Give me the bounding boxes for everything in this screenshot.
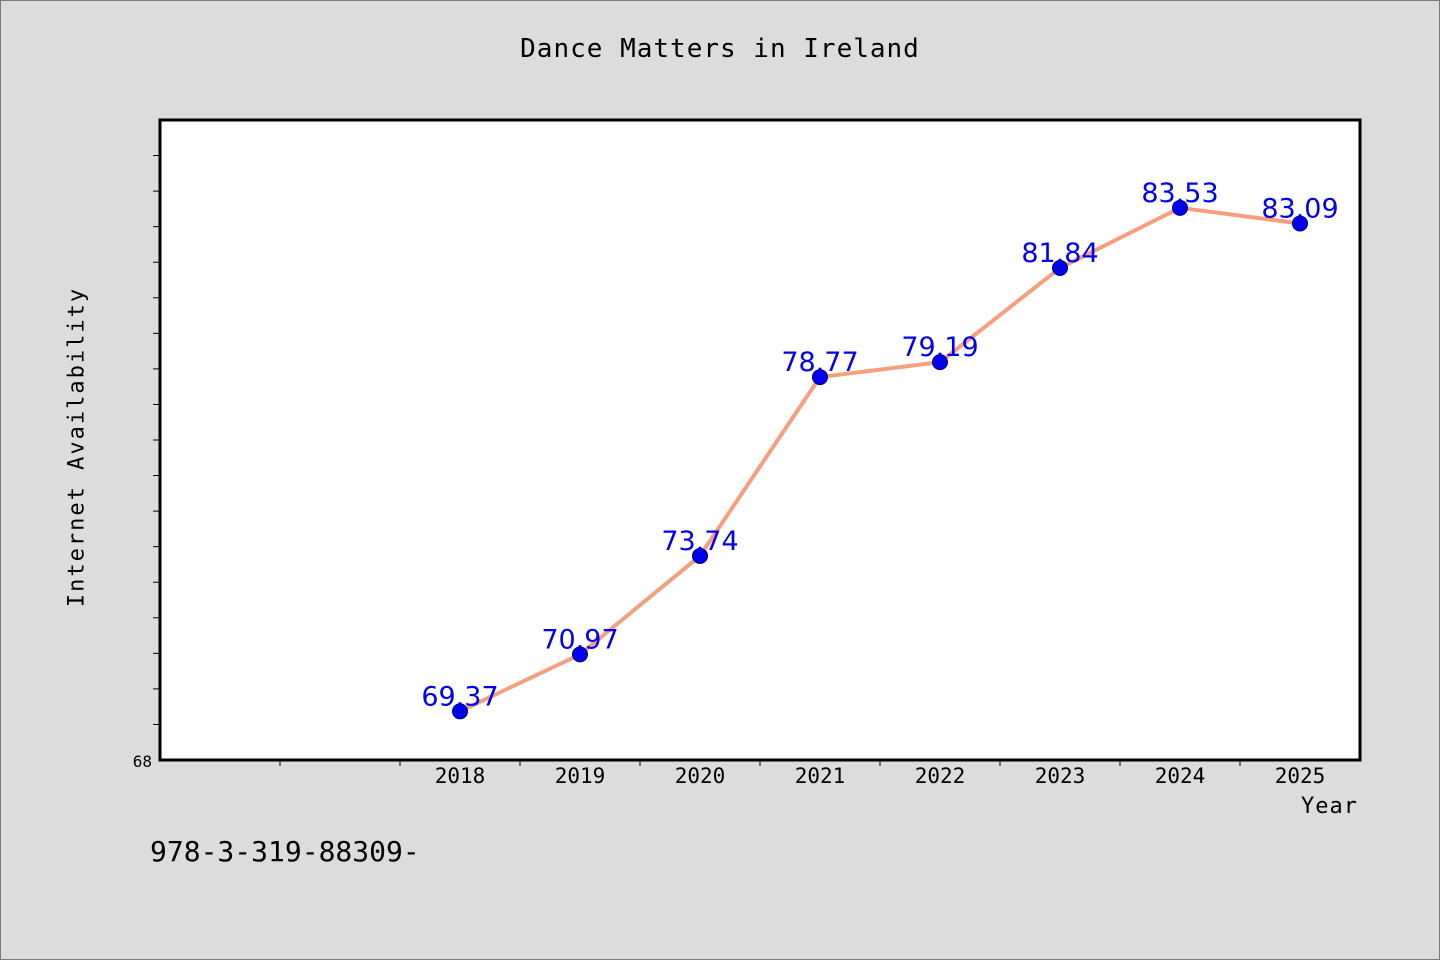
data-point bbox=[452, 703, 468, 720]
data-point bbox=[1172, 199, 1188, 216]
data-label: 73.74 bbox=[661, 526, 738, 557]
data-label: 79.19 bbox=[901, 332, 978, 363]
data-label: 81.84 bbox=[1021, 238, 1098, 269]
x-tick-label: 2023 bbox=[1035, 764, 1086, 788]
x-tick-label: 2019 bbox=[555, 764, 606, 788]
data-label: 70.97 bbox=[541, 624, 618, 655]
series-line bbox=[458, 205, 1302, 714]
x-tick-label: 2022 bbox=[915, 764, 966, 788]
data-label: 69.37 bbox=[421, 681, 498, 712]
data-point bbox=[572, 646, 588, 663]
y-axis-title: Internet Availability bbox=[64, 286, 90, 608]
data-point bbox=[1292, 215, 1308, 232]
x-axis-title: Year bbox=[1301, 794, 1358, 819]
data-point bbox=[692, 547, 708, 564]
x-tick-label: 2018 bbox=[435, 764, 486, 788]
x-tick-label: 2020 bbox=[675, 764, 726, 788]
data-label: 83.53 bbox=[1141, 178, 1218, 209]
data-point bbox=[932, 354, 948, 371]
x-tick-label: 2024 bbox=[1155, 764, 1206, 788]
y-tick-label: 68 bbox=[133, 752, 152, 771]
data-point bbox=[812, 369, 828, 386]
footer-text: 978-3-319-88309- bbox=[150, 835, 420, 868]
data-label: 83.09 bbox=[1261, 193, 1338, 224]
plot-border bbox=[158, 118, 1362, 762]
plot-area bbox=[160, 120, 1360, 760]
data-point bbox=[1052, 259, 1068, 276]
x-tick-label: 2025 bbox=[1275, 764, 1326, 788]
data-label: 78.77 bbox=[781, 347, 858, 378]
x-tick-label: 2021 bbox=[795, 764, 846, 788]
chart-title: Dance Matters in Ireland bbox=[520, 34, 920, 64]
